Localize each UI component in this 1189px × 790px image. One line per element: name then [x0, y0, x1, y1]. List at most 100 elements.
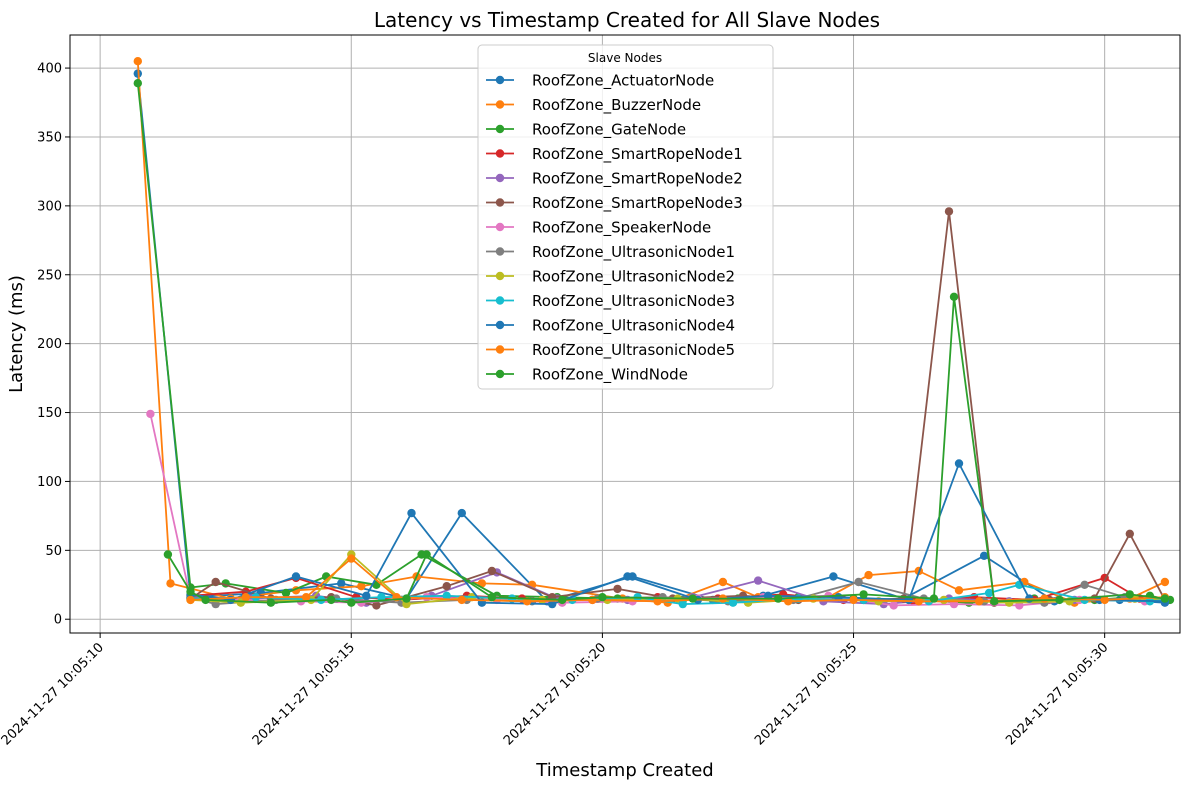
data-point: [301, 593, 311, 602]
data-point: [598, 593, 607, 602]
data-point: [422, 550, 431, 559]
legend-marker: [495, 345, 505, 354]
x-axis-title: Timestamp Created: [535, 760, 713, 781]
series-line: [190, 462, 1165, 605]
y-tick-label: 200: [37, 337, 62, 352]
legend-item: RoofZone_GateNode: [486, 121, 686, 140]
legend-label: RoofZone_SmartRopeNode1: [532, 145, 743, 164]
legend-label: RoofZone_ActuatorNode: [532, 72, 714, 91]
legend-marker: [495, 369, 505, 379]
data-point: [402, 594, 411, 603]
legend-item: RoofZone_SpeakerNode: [486, 219, 711, 238]
data-point: [979, 551, 989, 560]
data-point: [186, 595, 195, 605]
series-layer: [133, 57, 1175, 610]
y-tick-label: 50: [45, 544, 62, 559]
legend-item: RoofZone_WindNode: [486, 366, 688, 385]
data-point: [753, 576, 763, 585]
x-tick-label: 2024-11-27 10:05:15: [250, 640, 358, 748]
x-tick-label: 2024-11-27 10:05:10: [0, 640, 107, 748]
legend-marker: [495, 173, 505, 183]
data-point: [613, 584, 622, 594]
data-point: [146, 409, 155, 419]
legend-item: RoofZone_UltrasonicNode5: [486, 341, 735, 360]
legend-label: RoofZone_UltrasonicNode5: [532, 341, 735, 360]
legend-marker: [495, 247, 505, 256]
legend-label: RoofZone_UltrasonicNode1: [532, 243, 735, 262]
legend-marker: [495, 100, 505, 109]
data-point: [1160, 594, 1170, 603]
data-point: [774, 594, 783, 603]
data-point: [372, 601, 381, 610]
legend-item: RoofZone_BuzzerNode: [486, 96, 701, 115]
data-point: [186, 587, 195, 596]
legend-marker: [495, 320, 505, 330]
legend-item: RoofZone_UltrasonicNode2: [486, 268, 735, 287]
legend-label: RoofZone_BuzzerNode: [532, 96, 701, 115]
data-point: [201, 595, 210, 605]
data-point: [1100, 595, 1109, 605]
data-point: [678, 599, 687, 609]
plot-frame: [69, 34, 1181, 634]
legend-item: RoofZone_SmartRopeNode3: [486, 194, 743, 213]
data-point: [377, 593, 386, 602]
data-point: [457, 508, 466, 518]
data-point: [653, 597, 662, 606]
data-point: [548, 599, 557, 609]
data-point: [163, 550, 173, 559]
legend-box: [477, 44, 774, 390]
data-point: [487, 593, 497, 602]
data-point: [949, 292, 959, 301]
data-point: [784, 597, 793, 606]
y-tick-label: 0: [54, 613, 62, 628]
data-point: [864, 570, 873, 580]
data-point: [407, 508, 416, 518]
data-point: [984, 588, 994, 598]
data-point: [914, 597, 923, 606]
data-point: [990, 597, 999, 606]
data-point: [1080, 580, 1089, 589]
data-point: [166, 579, 175, 588]
legend-label: RoofZone_SmartRopeNode3: [532, 194, 743, 213]
data-point: [829, 572, 838, 581]
data-point: [362, 591, 371, 600]
data-point: [133, 79, 142, 88]
y-tick-label: 300: [37, 199, 62, 214]
legend-label: RoofZone_SmartRopeNode2: [532, 170, 743, 189]
legend-item: RoofZone_SmartRopeNode2: [486, 170, 743, 189]
data-point: [889, 601, 898, 610]
legend-label: RoofZone_GateNode: [532, 121, 686, 140]
y-tick-label: 150: [37, 406, 62, 421]
legend-item: RoofZone_UltrasonicNode1: [486, 243, 735, 262]
data-point: [347, 554, 356, 563]
data-point: [854, 577, 863, 587]
legend-marker: [495, 271, 505, 281]
legend-label: RoofZone_UltrasonicNode3: [532, 292, 735, 311]
legend-marker: [495, 124, 505, 134]
series-line: [167, 295, 1166, 604]
data-point: [347, 598, 356, 607]
data-point: [281, 588, 291, 598]
legend-item: RoofZone_SmartRopeNode1: [486, 145, 743, 164]
series-line: [190, 583, 1165, 605]
data-point: [1125, 590, 1135, 599]
y-tick-label: 100: [37, 475, 62, 490]
x-tick-label: 2024-11-27 10:05:30: [1003, 640, 1111, 748]
y-axis: 0 50 100 150 200 250 300 350 400: [37, 62, 70, 628]
data-point: [728, 598, 738, 607]
data-point: [558, 595, 567, 605]
data-point: [929, 594, 939, 603]
data-point: [133, 57, 142, 66]
series-line: [149, 413, 1166, 607]
data-point: [954, 459, 964, 468]
data-point: [849, 595, 858, 605]
y-tick-label: 400: [37, 62, 62, 77]
legend-label: RoofZone_UltrasonicNode2: [532, 268, 735, 287]
chart-title: Latency vs Timestamp Created for All Sla…: [374, 8, 880, 32]
data-point: [688, 594, 697, 603]
data-point: [266, 598, 276, 607]
data-point: [357, 582, 366, 591]
data-point: [859, 590, 868, 599]
legend-marker: [495, 222, 505, 232]
